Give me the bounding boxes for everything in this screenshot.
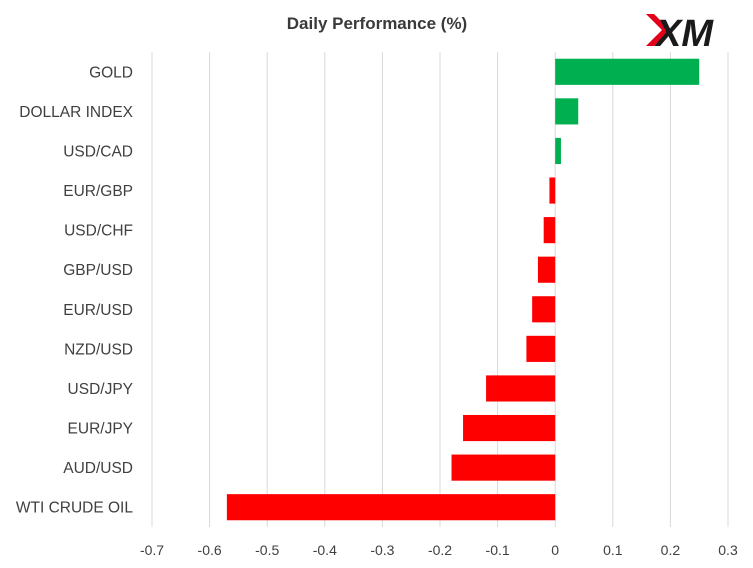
- bar-gbp-usd: [537, 256, 556, 283]
- x-tick-label: -0.6: [198, 542, 222, 558]
- category-label: GOLD: [89, 64, 133, 81]
- x-tick-label: -0.7: [140, 542, 164, 558]
- category-label: USD/CHF: [64, 223, 133, 240]
- bar-eur-usd: [532, 296, 556, 323]
- category-label: USD/CAD: [63, 143, 133, 160]
- bar-dollar-index: [555, 98, 579, 125]
- category-label: EUR/GBP: [63, 183, 133, 200]
- bar-usd-cad: [555, 137, 561, 165]
- x-tick-label: -0.5: [255, 542, 279, 558]
- bar-aud-usd: [451, 454, 556, 481]
- x-tick-labels: -0.7 -0.6 -0.5 -0.4 -0.3 -0.2 -0.1 0 0.1 0.2 0.3: [140, 542, 738, 558]
- category-labels: GOLD DOLLAR INDEX USD/CAD EUR/GBP USD/CHF GBP…: [16, 64, 134, 516]
- category-label: NZD/USD: [64, 341, 133, 358]
- logo-text: XM: [654, 13, 714, 55]
- x-tick-label: 0: [551, 542, 559, 558]
- category-label: DOLLAR INDEX: [19, 104, 133, 121]
- bar-wti-crude-oil: [226, 494, 556, 521]
- logo-chevron-icon: [646, 14, 670, 46]
- category-label: WTI CRUDE OIL: [16, 500, 133, 517]
- bar-eur-jpy: [463, 414, 556, 442]
- x-tick-label: 0.2: [661, 542, 681, 558]
- gridlines: [151, 52, 729, 527]
- x-tick-label: 0.3: [718, 542, 738, 558]
- bar-eur-gbp: [549, 177, 556, 204]
- x-tick-label: -0.1: [486, 542, 510, 558]
- x-tick-label: -0.2: [428, 542, 452, 558]
- category-label: EUR/USD: [63, 302, 133, 319]
- bar-nzd-usd: [526, 335, 556, 362]
- bar-gold: [555, 58, 700, 85]
- category-label: USD/JPY: [68, 381, 133, 398]
- bars: [226, 58, 700, 521]
- x-tick-label: -0.4: [313, 542, 337, 558]
- category-label: AUD/USD: [63, 460, 133, 477]
- xm-logo: XM: [646, 13, 714, 55]
- x-tick-label: -0.3: [370, 542, 394, 558]
- category-label: GBP/USD: [63, 262, 133, 279]
- x-tick-label: 0.1: [603, 542, 623, 558]
- chart-title: Daily Performance (%): [287, 14, 467, 33]
- bar-usd-jpy: [486, 375, 556, 402]
- bar-usd-chf: [543, 217, 556, 244]
- category-label: EUR/JPY: [68, 421, 133, 438]
